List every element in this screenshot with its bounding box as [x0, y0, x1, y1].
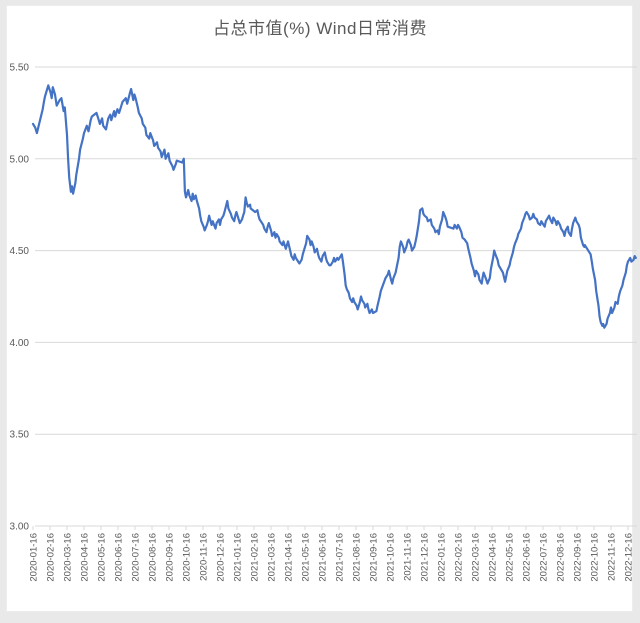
x-tick-label: 2020-12-16	[216, 533, 227, 582]
x-tick-label: 2022-11-16	[607, 533, 618, 581]
chart-panel	[6, 5, 633, 612]
x-tick-label: 2021-02-16	[250, 533, 261, 582]
x-tick-label: 2020-04-16	[80, 533, 91, 582]
y-tick-label: 5.00	[10, 154, 30, 165]
x-tick-label: 2021-03-16	[267, 533, 278, 582]
y-tick-label: 4.50	[10, 246, 30, 257]
x-tick-label: 2020-05-16	[97, 533, 108, 582]
x-tick-label: 2020-11-16	[199, 533, 210, 581]
x-tick-label: 2022-07-16	[539, 533, 550, 582]
y-tick-label: 3.00	[10, 522, 30, 533]
x-tick-label: 2022-10-16	[590, 533, 601, 582]
x-tick-label: 2020-07-16	[131, 533, 142, 582]
x-tick-label: 2022-08-16	[556, 533, 567, 582]
y-tick-label: 3.50	[10, 430, 30, 441]
x-tick-label: 2021-10-16	[386, 533, 397, 582]
x-tick-label: 2021-07-16	[335, 533, 346, 582]
x-tick-label: 2022-09-16	[573, 533, 584, 582]
data-series-line	[31, 84, 637, 329]
x-tick-label: 2021-08-16	[352, 533, 363, 582]
chart-title: 占总市值(%) Wind日常消费	[213, 19, 427, 38]
x-tick-label: 2020-08-16	[148, 533, 159, 582]
x-tick-label: 2020-09-16	[165, 533, 176, 582]
x-tick-label: 2022-12-16	[624, 533, 635, 582]
x-tick-label: 2022-03-16	[471, 533, 482, 582]
x-tick-label: 2020-10-16	[182, 533, 193, 582]
x-tick-label: 2022-05-16	[505, 533, 516, 582]
x-tick-label: 2021-12-16	[420, 533, 431, 582]
x-tick-label: 2021-05-16	[301, 533, 312, 582]
x-tick-label: 2020-03-16	[63, 533, 74, 582]
x-tick-label: 2022-04-16	[488, 533, 499, 582]
x-tick-label: 2021-01-16	[233, 533, 244, 582]
x-tick-label: 2021-06-16	[318, 533, 329, 582]
y-tick-label: 5.50	[10, 63, 30, 74]
x-tick-label: 2021-09-16	[369, 533, 380, 582]
x-tick-label: 2022-06-16	[522, 533, 533, 582]
y-tick-label: 4.00	[10, 338, 30, 349]
x-tick-label: 2020-02-16	[46, 533, 57, 582]
x-tick-label: 2021-04-16	[284, 533, 295, 582]
x-tick-label: 2022-02-16	[454, 533, 465, 582]
x-tick-label: 2021-11-16	[403, 533, 414, 581]
x-tick-label: 2020-01-16	[29, 533, 40, 582]
x-tick-label: 2020-06-16	[114, 533, 125, 582]
x-tick-label: 2022-01-16	[437, 533, 448, 582]
